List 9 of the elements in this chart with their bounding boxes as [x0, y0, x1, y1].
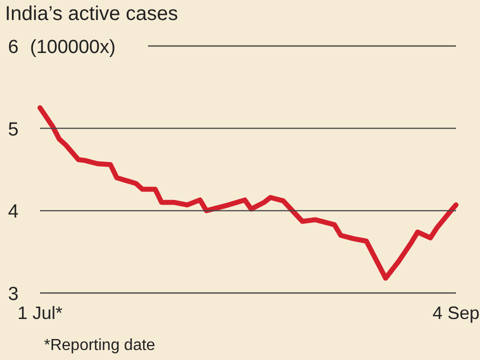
y-tick-label: 4	[8, 202, 19, 223]
y-tick-label: 3	[8, 284, 19, 305]
y-axis-title: (100000x)	[30, 37, 116, 58]
y-tick-label: 6	[8, 37, 19, 58]
y-tick-label: 5	[8, 119, 19, 140]
chart-title: India’s active cases	[5, 3, 178, 25]
x-tick-label: 4 Sep	[432, 303, 480, 323]
text: *Reporting date	[44, 337, 156, 354]
x-tick-label: 1 Jul*	[17, 303, 63, 323]
